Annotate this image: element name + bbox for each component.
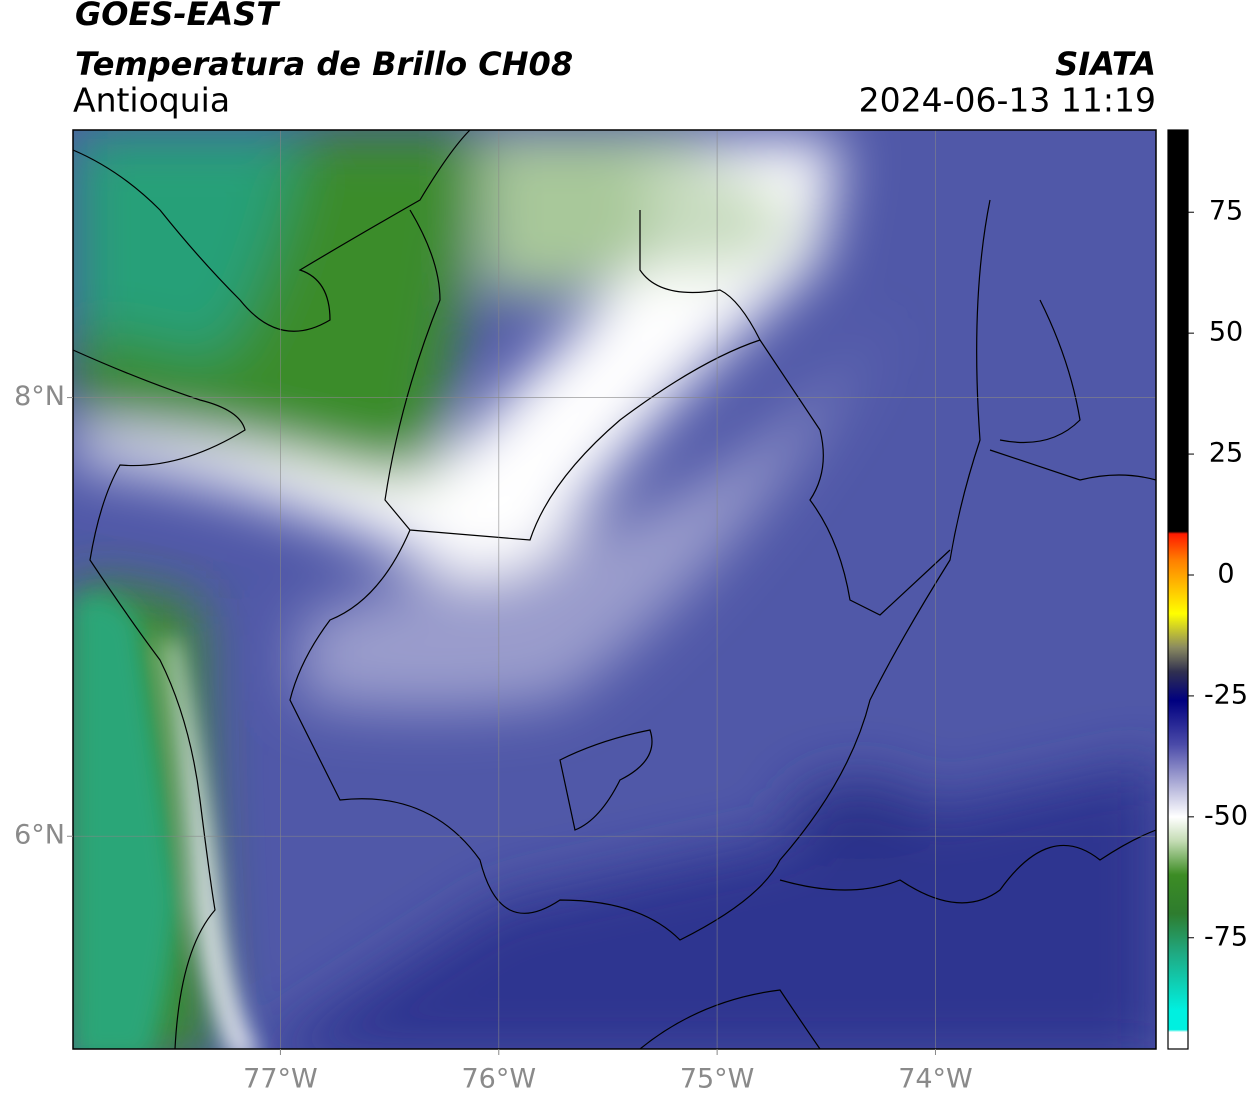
satellite-image	[73, 130, 1156, 1049]
title: GOES-EAST	[75, 0, 280, 33]
x-tick-label: 75°W	[680, 1064, 755, 1095]
datetime: 2024-06-13 11:19	[859, 81, 1156, 120]
colorbar-tick-label: -25	[1204, 679, 1248, 710]
subtitle: Temperatura de Brillo CH08	[75, 45, 573, 83]
colorbar-tick-label: 25	[1209, 438, 1243, 469]
colorbar-tick-label: 50	[1209, 317, 1243, 348]
graticule	[73, 130, 1156, 1049]
x-tick-label: 77°W	[243, 1064, 318, 1095]
colorbar-tick-label: 0	[1217, 558, 1234, 589]
colorbar	[1167, 129, 1189, 1050]
region: Antioquia	[73, 81, 230, 120]
colorbar-tick-label: -50	[1204, 800, 1248, 831]
x-tick-label: 74°W	[898, 1064, 973, 1095]
agency: SIATA	[1055, 45, 1156, 83]
colorbar-tick-label: 75	[1209, 196, 1243, 227]
x-tick-label: 76°W	[461, 1064, 536, 1095]
y-tick-label: 6°N	[14, 820, 65, 851]
colorbar-tick-label: -75	[1204, 921, 1248, 952]
map-frame	[72, 129, 1157, 1050]
y-tick-label: 8°N	[14, 381, 65, 412]
